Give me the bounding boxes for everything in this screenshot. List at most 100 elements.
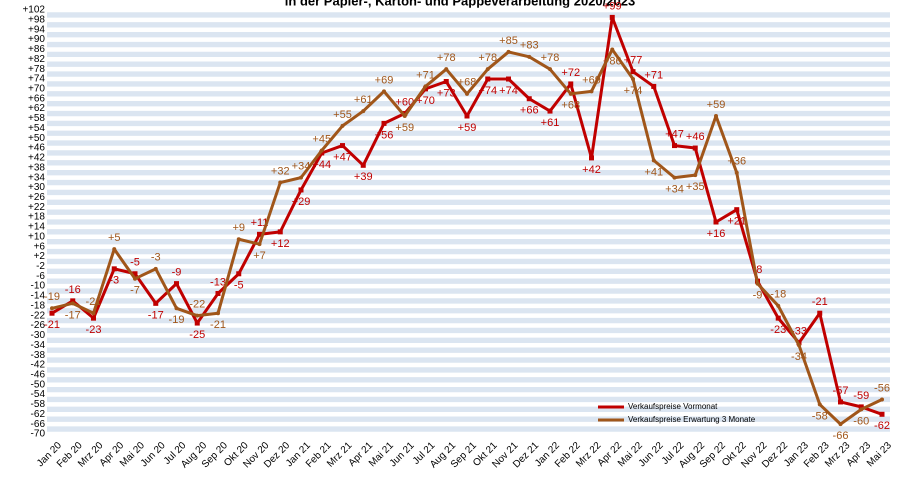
data-label: +74 (499, 85, 518, 97)
y-tick-label: +14 (28, 222, 45, 233)
y-tick-label: +34 (28, 172, 45, 183)
marker (879, 411, 885, 417)
data-label: +39 (354, 171, 373, 183)
marker (464, 113, 470, 119)
data-label: +46 (686, 131, 705, 143)
y-tick-label: +70 (28, 84, 45, 95)
marker (631, 77, 635, 82)
y-tick-label: +74 (28, 74, 45, 85)
data-label: -16 (65, 284, 81, 296)
data-label: -57 (833, 385, 849, 397)
marker (299, 175, 303, 180)
marker (70, 301, 75, 306)
marker (714, 114, 718, 118)
y-tick-label: +46 (28, 143, 45, 154)
data-label: +72 (561, 67, 580, 79)
data-label: -21 (210, 319, 226, 331)
marker (734, 170, 739, 175)
marker (298, 187, 304, 193)
data-label: +78 (478, 52, 497, 64)
y-tick-label: -10 (31, 281, 46, 292)
marker (506, 76, 511, 82)
data-label: -34 (791, 351, 807, 363)
marker (402, 114, 407, 118)
data-label: -59 (853, 390, 869, 402)
marker (775, 315, 781, 321)
marker (568, 81, 574, 87)
data-label: +68 (458, 77, 477, 89)
data-label: -56 (874, 382, 890, 394)
marker (465, 91, 469, 96)
marker (589, 89, 594, 94)
marker (506, 49, 511, 54)
y-tick-label: +26 (28, 192, 45, 203)
data-label: +44 (312, 159, 331, 171)
marker (257, 231, 262, 237)
data-label: +59 (395, 122, 414, 134)
y-tick-label: -34 (31, 340, 46, 351)
marker (526, 96, 532, 102)
data-label: -25 (189, 329, 205, 341)
y-tick-label: +10 (28, 231, 45, 242)
data-label: +21 (727, 216, 746, 228)
y-tick-label: +66 (28, 93, 45, 104)
marker (49, 310, 55, 316)
marker (568, 91, 573, 96)
marker (361, 109, 366, 114)
marker (838, 422, 843, 427)
data-label: -66 (833, 430, 849, 442)
marker (382, 89, 386, 94)
y-tick-label: +78 (28, 64, 45, 75)
marker (672, 175, 677, 180)
marker (194, 320, 200, 326)
marker (133, 276, 137, 281)
marker (817, 402, 822, 407)
marker (589, 155, 594, 161)
marker (236, 271, 242, 277)
marker (111, 266, 117, 272)
marker (257, 242, 262, 247)
data-label: +68 (561, 100, 580, 112)
y-tick-label: +98 (28, 15, 45, 26)
data-label: -7 (130, 285, 140, 297)
data-label: -21 (44, 319, 60, 331)
marker (340, 143, 345, 149)
data-label: +47 (333, 151, 352, 163)
y-tick-label: -46 (31, 369, 46, 380)
data-label: -19 (169, 314, 185, 326)
y-tick-label: -62 (31, 409, 46, 420)
marker (216, 311, 220, 316)
data-label: -21 (86, 296, 102, 308)
marker (91, 315, 96, 321)
marker (734, 207, 740, 213)
y-tick-label: -6 (36, 271, 45, 282)
data-label: -9 (753, 290, 763, 302)
data-label: +45 (312, 133, 331, 145)
data-label: +36 (727, 156, 746, 168)
y-tick-label: +42 (28, 153, 45, 164)
marker (153, 266, 158, 271)
marker (776, 303, 781, 308)
marker (693, 173, 698, 178)
data-label: -23 (770, 324, 786, 336)
y-tick-label: +50 (28, 133, 45, 144)
data-label: -62 (874, 420, 890, 432)
marker (444, 67, 449, 72)
data-label: +42 (582, 164, 601, 176)
marker (50, 306, 54, 311)
y-tick-label: -70 (31, 429, 46, 440)
y-tick-label: +6 (34, 241, 46, 252)
data-label: -18 (770, 289, 786, 301)
data-label: -13 (210, 276, 226, 288)
y-tick-label: -50 (31, 379, 46, 390)
data-label: -8 (753, 264, 763, 276)
plot-background (47, 8, 890, 436)
data-label: +47 (665, 128, 684, 140)
marker (548, 67, 552, 72)
chart-title: in der Papier-, Karton- und Pappeverarbe… (285, 0, 635, 8)
data-label: +77 (624, 55, 643, 67)
data-label: +71 (644, 69, 663, 81)
data-label: +32 (271, 165, 290, 177)
y-tick-label: +58 (28, 113, 45, 124)
